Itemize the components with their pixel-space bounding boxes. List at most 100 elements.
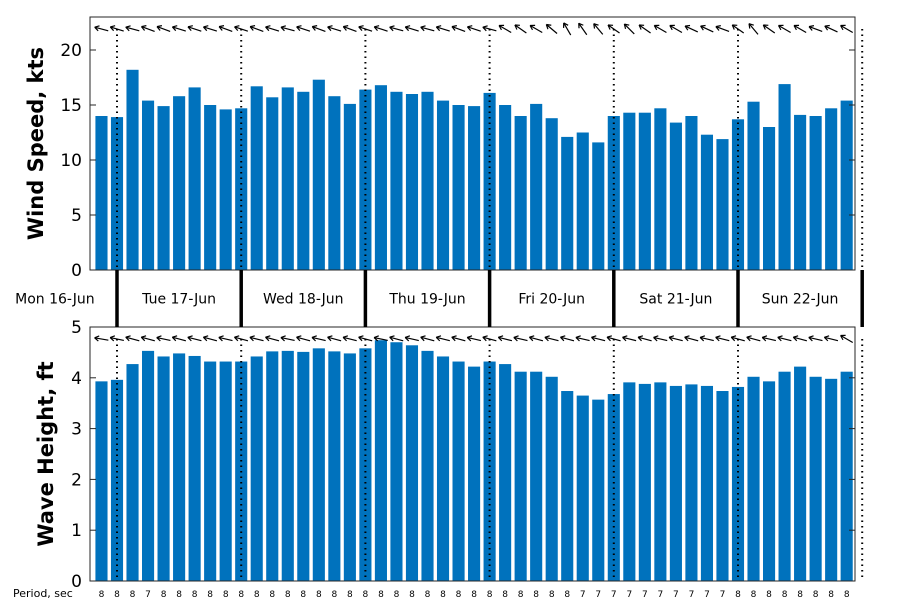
direction-arrow (342, 335, 357, 342)
period-value: 8 (347, 590, 353, 600)
bar (700, 134, 714, 270)
bar (95, 116, 108, 270)
period-value: 8 (331, 590, 337, 600)
bar (607, 116, 620, 270)
bar (685, 384, 698, 581)
period-value: 8 (300, 590, 306, 600)
bar (421, 91, 434, 270)
period-row: Period, sec 8 8 8 7 8 8 8 8 8 8 8 8 8 8 8 8 8 8 8 8 8 8 8 8 8 8 8 8 8… (13, 587, 850, 600)
period-value: 7 (704, 590, 710, 600)
direction-arrow (514, 24, 527, 34)
direction-arrow (327, 25, 342, 32)
bar (499, 364, 512, 581)
period-value: 8 (394, 590, 400, 600)
y-axis-label: Wind Speed, kts (24, 47, 48, 240)
bar (219, 109, 232, 270)
direction-arrow (777, 335, 792, 342)
day-label: Tue 17-Jun (141, 292, 216, 308)
direction-arrow (731, 24, 745, 34)
period-value: 8 (425, 590, 431, 600)
wind-speed-panel: 0 5 10 15 20 Wind Speed, kts (24, 16, 864, 281)
bar (359, 89, 372, 270)
bar (840, 371, 853, 581)
direction-arrow (793, 24, 807, 34)
period-value: 8 (844, 590, 850, 600)
direction-arrow (482, 335, 497, 342)
direction-arrow (234, 25, 249, 32)
direction-arrow (171, 25, 186, 32)
direction-arrow (358, 335, 373, 342)
direction-arrow (140, 335, 155, 342)
direction-arrow (730, 335, 745, 342)
period-value: 7 (611, 590, 617, 600)
period-value: 7 (642, 590, 648, 600)
direction-arrow (435, 335, 450, 342)
direction-arrow (94, 335, 109, 342)
bar (142, 350, 155, 581)
direction-arrow (451, 335, 466, 342)
direction-arrow (684, 335, 699, 342)
bar (390, 342, 403, 581)
period-value: 8 (316, 590, 322, 600)
direction-arrow (497, 335, 513, 342)
bar (763, 381, 776, 581)
bar (778, 84, 791, 270)
period-value: 8 (549, 590, 555, 600)
bar (204, 361, 217, 581)
bar (142, 100, 155, 270)
direction-arrow (575, 335, 590, 342)
period-value: 8 (269, 590, 275, 600)
bar (669, 122, 682, 270)
y-tick-label: 4 (71, 369, 82, 389)
direction-arrow (187, 335, 202, 342)
direction-arrow (234, 335, 249, 342)
bar (809, 376, 822, 581)
day-label: Sat 21-Jun (639, 292, 712, 308)
period-value: 8 (254, 590, 260, 600)
bar (794, 366, 807, 581)
axes-frame (89, 16, 856, 271)
direction-arrow (265, 25, 280, 32)
bar (514, 371, 527, 581)
direction-arrow (637, 335, 652, 342)
direction-arrow (466, 335, 482, 342)
period-value: 8 (378, 590, 384, 600)
period-value: 8 (130, 590, 136, 600)
direction-arrow (840, 334, 854, 344)
direction-arrow (249, 25, 264, 32)
direction-arrow (578, 22, 588, 36)
direction-arrow (218, 335, 233, 342)
period-value: 7 (720, 590, 726, 600)
bar (561, 391, 574, 581)
bar (421, 350, 434, 581)
bar (452, 361, 465, 581)
period-value: 8 (176, 590, 182, 600)
day-label: Mon 16-Jun (15, 292, 95, 308)
direction-arrow (311, 335, 326, 342)
bar (312, 348, 325, 581)
period-value: 8 (207, 590, 213, 600)
bar (731, 386, 745, 581)
direction-arrow (109, 25, 124, 32)
y-tick-label: 10 (60, 151, 82, 171)
direction-arrow (265, 335, 280, 342)
direction-arrow (404, 25, 419, 32)
direction-arrows (94, 334, 854, 344)
direction-arrow (746, 335, 761, 342)
direction-arrow (668, 335, 683, 342)
period-value: 8 (363, 590, 369, 600)
bar (250, 86, 263, 270)
direction-arrow (528, 335, 544, 342)
bars (95, 69, 853, 270)
y-tick-label: 0 (71, 572, 82, 592)
direction-arrow (513, 335, 528, 342)
direction-arrow (591, 335, 606, 342)
direction-arrow (109, 335, 124, 342)
direction-arrow (792, 335, 808, 342)
direction-arrow (94, 25, 109, 32)
period-value: 8 (192, 590, 198, 600)
bar (281, 87, 294, 270)
direction-arrow (498, 24, 512, 34)
bar (452, 105, 465, 270)
period-value: 8 (440, 590, 446, 600)
